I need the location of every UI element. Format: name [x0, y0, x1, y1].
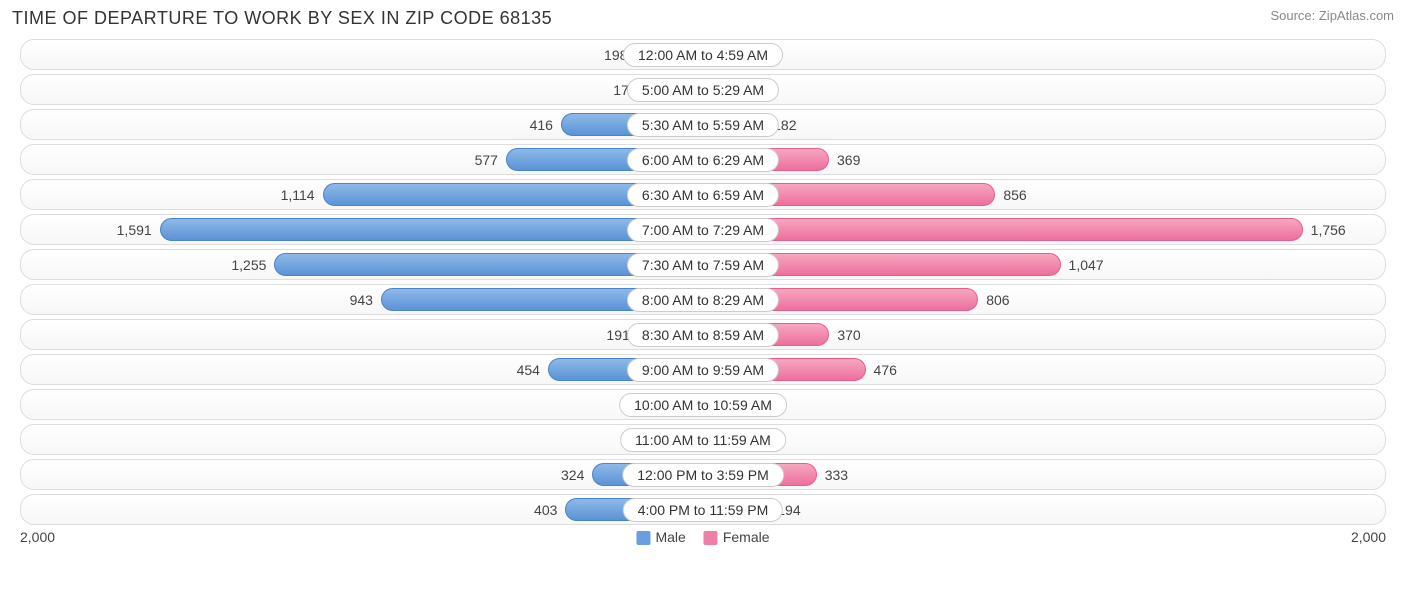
category-label: 12:00 PM to 3:59 PM: [622, 463, 784, 487]
legend-female-label: Female: [723, 529, 770, 545]
female-swatch-icon: [704, 531, 718, 545]
chart-row: 1,114 856 6:30 AM to 6:59 AM: [20, 179, 1386, 210]
category-label: 7:30 AM to 7:59 AM: [627, 253, 779, 277]
female-value-label: 856: [1003, 187, 1026, 203]
category-label: 4:00 PM to 11:59 PM: [623, 498, 783, 522]
female-value-label: 369: [837, 152, 860, 168]
chart-row: 1,591 1,756 7:00 AM to 7:29 AM: [20, 214, 1386, 245]
male-value-label: 403: [534, 502, 557, 518]
male-value-label: 1,114: [281, 187, 315, 203]
female-value-label: 370: [837, 327, 860, 343]
chart-row: 1,255 1,047 7:30 AM to 7:59 AM: [20, 249, 1386, 280]
chart-row: 324 333 12:00 PM to 3:59 PM: [20, 459, 1386, 490]
category-label: 12:00 AM to 4:59 AM: [623, 43, 783, 67]
male-value-label: 943: [350, 292, 373, 308]
category-label: 5:00 AM to 5:29 AM: [627, 78, 779, 102]
category-label: 8:30 AM to 8:59 AM: [627, 323, 779, 347]
chart-row: 4031944:00 PM to 11:59 PM: [20, 494, 1386, 525]
category-label: 11:00 AM to 11:59 AM: [620, 428, 786, 452]
diverging-bar-chart: 1985012:00 AM to 4:59 AM 171455:00 AM to …: [12, 39, 1394, 525]
category-label: 9:00 AM to 9:59 AM: [627, 358, 779, 382]
chart-row: 577 369 6:00 AM to 6:29 AM: [20, 144, 1386, 175]
legend: Male Female: [636, 529, 769, 545]
male-value-label: 324: [561, 467, 584, 483]
category-label: 10:00 AM to 10:59 AM: [619, 393, 787, 417]
axis-max-left: 2,000: [20, 529, 55, 545]
chart-row: 1985012:00 AM to 4:59 AM: [20, 39, 1386, 70]
chart-row: 4161825:30 AM to 5:59 AM: [20, 109, 1386, 140]
male-bar: [160, 218, 703, 241]
chart-row: 454 476 9:00 AM to 9:59 AM: [20, 354, 1386, 385]
category-label: 8:00 AM to 8:29 AM: [627, 288, 779, 312]
legend-item-female: Female: [704, 529, 770, 545]
male-value-label: 1,591: [117, 222, 152, 238]
male-swatch-icon: [636, 531, 650, 545]
male-value-label: 454: [517, 362, 540, 378]
male-value-label: 577: [475, 152, 498, 168]
male-value-label: 416: [530, 117, 553, 133]
female-value-label: 333: [825, 467, 848, 483]
legend-item-male: Male: [636, 529, 685, 545]
female-value-label: 476: [874, 362, 897, 378]
category-label: 6:30 AM to 6:59 AM: [627, 183, 779, 207]
female-value-label: 1,047: [1069, 257, 1104, 273]
category-label: 5:30 AM to 5:59 AM: [627, 113, 779, 137]
chart-row: 943 806 8:00 AM to 8:29 AM: [20, 284, 1386, 315]
chart-row: 1035311:00 AM to 11:59 AM: [20, 424, 1386, 455]
female-value-label: 806: [986, 292, 1009, 308]
axis-max-right: 2,000: [1351, 529, 1386, 545]
chart-row: 171455:00 AM to 5:29 AM: [20, 74, 1386, 105]
female-bar: [703, 218, 1303, 241]
chart-title: TIME OF DEPARTURE TO WORK BY SEX IN ZIP …: [12, 8, 552, 29]
category-label: 7:00 AM to 7:29 AM: [627, 218, 779, 242]
category-label: 6:00 AM to 6:29 AM: [627, 148, 779, 172]
male-value-label: 1,255: [231, 257, 266, 273]
chart-row: 809710:00 AM to 10:59 AM: [20, 389, 1386, 420]
female-value-label: 1,756: [1311, 222, 1346, 238]
legend-male-label: Male: [655, 529, 685, 545]
x-axis: 2,000 Male Female 2,000: [12, 529, 1394, 551]
source-attribution: Source: ZipAtlas.com: [1270, 8, 1394, 23]
chart-row: 1913708:30 AM to 8:59 AM: [20, 319, 1386, 350]
